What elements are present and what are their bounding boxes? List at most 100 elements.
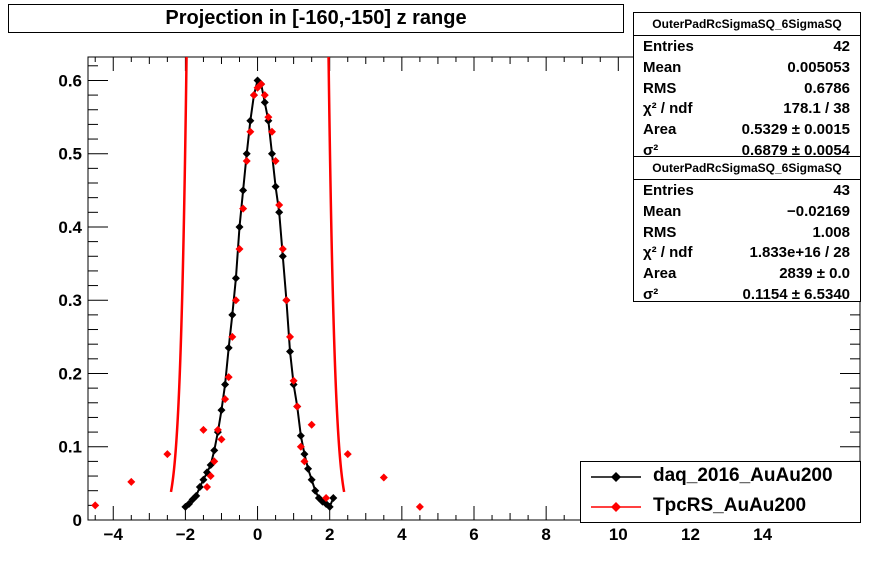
legend: daq_2016_AuAu200 TpcRS_AuAu200: [580, 461, 861, 523]
y-tick-label: 0.5: [58, 145, 82, 164]
data-point-series-0: [286, 347, 295, 356]
stats-label: σ²: [643, 141, 659, 159]
stats-row: RMS 0.6786: [634, 78, 860, 99]
stats-header: OuterPadRcSigmaSQ_6SigmaSQ: [634, 157, 860, 180]
data-point-series-0: [278, 252, 287, 261]
data-point-series-1: [286, 332, 295, 341]
stats-row: RMS 1.008: [634, 222, 860, 243]
data-point-series-0: [311, 486, 320, 495]
stats-value: 0.005053: [787, 58, 850, 76]
data-point-series-1: [249, 91, 258, 100]
data-point-series-1: [163, 450, 172, 459]
stats-label: χ² / ndf: [643, 244, 693, 262]
data-point-series-1: [231, 296, 240, 305]
stats-row: Entries 42: [634, 36, 860, 57]
legend-label-tpcrs: TpcRS_AuAu200: [653, 495, 807, 516]
data-point-series-0: [195, 483, 204, 492]
stats-value: 0.1154 ± 6.5340: [742, 285, 851, 303]
data-point-series-1: [293, 402, 302, 411]
stats-value: 0.6879 ± 0.0054: [741, 141, 850, 159]
data-point-series-1: [91, 501, 100, 510]
data-point-series-0: [235, 222, 244, 231]
data-point-series-0: [217, 406, 226, 415]
data-point-series-1: [203, 483, 212, 492]
data-point-series-0: [275, 208, 284, 217]
data-point-series-1: [228, 332, 237, 341]
data-point-series-0: [329, 494, 338, 503]
data-point-series-1: [343, 450, 352, 459]
chart-title: Projection in [-160,-150] z range: [8, 4, 624, 33]
data-point-series-1: [246, 127, 255, 136]
x-tick-label: 12: [681, 525, 700, 544]
stats-value: 0.5329 ± 0.0015: [741, 121, 850, 139]
stats-value: 1.008: [812, 223, 850, 241]
x-tick-label: 4: [397, 525, 407, 544]
y-tick-label: 0.1: [58, 438, 82, 457]
stats-row: Area 0.5329 ± 0.0015: [634, 119, 860, 140]
stats-value: 0.6786: [804, 79, 850, 97]
data-point-series-1: [282, 296, 291, 305]
legend-item-tpcrs: TpcRS_AuAu200: [581, 492, 860, 522]
data-point-series-0: [231, 274, 240, 283]
data-point-series-0: [239, 186, 248, 195]
x-tick-label: −4: [104, 525, 124, 544]
x-tick-label: 0: [253, 525, 262, 544]
data-point-series-1: [221, 395, 230, 404]
data-point-series-0: [260, 98, 269, 107]
data-point-series-1: [307, 420, 316, 429]
stats-row: σ² 0.6879 ± 0.0054: [634, 140, 860, 161]
data-point-series-0: [192, 491, 201, 500]
stats-value: 43: [833, 182, 850, 199]
legend-label-daq: daq_2016_AuAu200: [653, 465, 833, 486]
y-tick-label: 0.2: [58, 364, 82, 383]
data-point-series-1: [271, 157, 280, 166]
data-point-series-1: [224, 373, 233, 382]
data-point-series-0: [221, 380, 230, 389]
stats-label: RMS: [643, 79, 677, 97]
data-point-series-1: [206, 472, 215, 481]
data-point-series-1: [275, 200, 284, 209]
stats-value: 178.1 / 38: [783, 100, 850, 118]
data-point-series-1: [379, 473, 388, 482]
y-tick-label: 0.6: [58, 71, 82, 90]
data-point-series-1: [267, 127, 276, 136]
x-tick-label: 6: [469, 525, 478, 544]
data-point-series-1: [217, 435, 226, 444]
x-tick-label: 8: [541, 525, 550, 544]
stats-row: Mean 0.005053: [634, 57, 860, 78]
stats-value: 42: [833, 38, 850, 55]
data-point-series-0: [271, 182, 280, 191]
data-point-series-0: [210, 446, 219, 455]
stats-label: χ² / ndf: [643, 100, 693, 118]
stats-label: Mean: [643, 58, 682, 76]
data-point-series-1: [264, 113, 273, 122]
data-point-series-1: [239, 204, 248, 213]
stats-row: Area 2839 ± 0.0: [634, 263, 860, 284]
data-point-series-0: [307, 475, 316, 484]
data-point-series-0: [224, 343, 233, 352]
data-point-series-0: [228, 310, 237, 319]
data-point-series-1: [242, 157, 251, 166]
x-tick-label: 14: [753, 525, 772, 544]
y-tick-label: 0.3: [58, 291, 82, 310]
data-point-series-1: [322, 494, 331, 503]
legend-marker-daq: [591, 472, 641, 482]
legend-item-daq: daq_2016_AuAu200: [581, 462, 860, 492]
stats-value: −0.02169: [787, 202, 850, 220]
data-point-series-0: [242, 149, 251, 158]
x-tick-label: −2: [176, 525, 195, 544]
stats-box-tpcrs: OuterPadRcSigmaSQ_6SigmaSQ Entries 43 Mea…: [633, 156, 861, 305]
stats-row: χ² / ndf 1.833e+16 / 28: [634, 242, 860, 263]
data-point-series-0: [300, 450, 309, 459]
stats-label: Area: [643, 265, 677, 283]
data-point-series-0: [185, 499, 194, 508]
data-point-series-0: [296, 431, 305, 440]
stats-box-daq: OuterPadRcSigmaSQ_6SigmaSQ Entries 42 Mea…: [633, 12, 861, 161]
data-point-series-1: [296, 442, 305, 451]
stats-row: σ² 0.1154 ± 6.5340: [634, 284, 860, 305]
data-point-series-1: [278, 244, 287, 253]
data-point-series-0: [246, 116, 255, 125]
legend-marker-tpcrs: [591, 502, 641, 512]
stats-value: 1.833e+16 / 28: [749, 244, 850, 262]
data-point-series-0: [304, 464, 313, 473]
